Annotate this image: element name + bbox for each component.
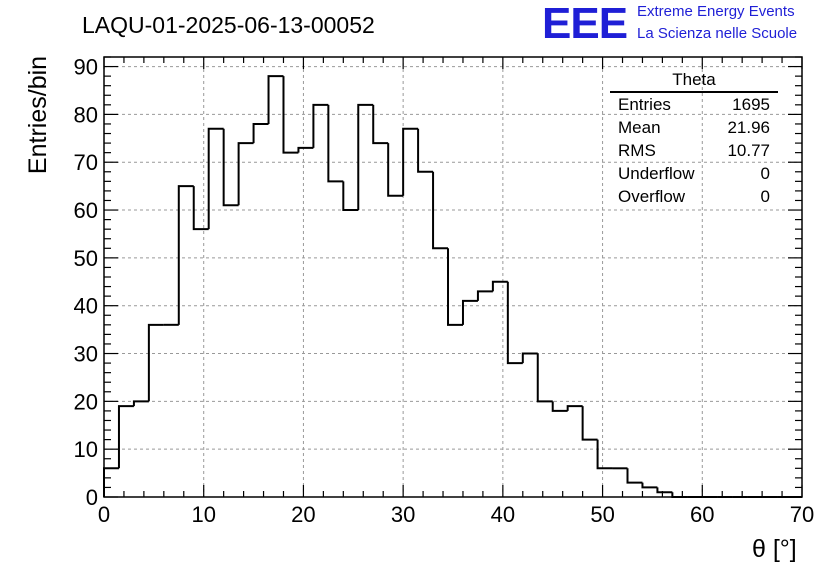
histogram-bin [432, 171, 449, 250]
y-tick-label: 0 [86, 485, 98, 510]
histogram-bin [447, 248, 463, 326]
y-tick-label: 30 [74, 342, 98, 367]
stats-title: Theta [610, 70, 778, 93]
stats-value: 10.77 [727, 141, 770, 160]
x-tick-label: 0 [98, 502, 110, 527]
stats-label: Overflow [618, 187, 686, 206]
stats-row-overflow: Overflow 0 [610, 185, 778, 208]
y-tick-label: 70 [74, 150, 98, 175]
x-axis-label: θ [°] [752, 535, 797, 563]
histogram-bin [132, 400, 149, 407]
histogram-bin [103, 467, 119, 497]
histogram-bin [147, 323, 164, 402]
stats-value: 1695 [732, 95, 770, 114]
y-tick-label: 10 [74, 437, 98, 462]
histogram-bin [207, 127, 224, 230]
histogram-bin [237, 142, 254, 206]
stats-value: 21.96 [727, 118, 770, 137]
y-tick-label: 90 [74, 55, 98, 80]
histogram-bin [551, 401, 568, 412]
histogram-bin [192, 186, 209, 231]
stats-row-rms: RMS 10.77 [610, 139, 778, 162]
x-tick-label: 30 [391, 502, 415, 527]
histogram-bin [267, 75, 284, 124]
histogram-bin [402, 127, 419, 196]
stats-label: Underflow [618, 164, 695, 183]
histogram-bin [581, 406, 598, 441]
x-tick-label: 50 [590, 502, 614, 527]
histogram-bin [282, 76, 299, 154]
histogram-bin [656, 487, 673, 494]
y-axis-label: Entries/bin [24, 55, 52, 175]
histogram-bin [312, 103, 329, 148]
logo-line-2: La Scienza nelle Scuole [637, 25, 798, 42]
y-tick-label: 60 [74, 198, 98, 223]
histogram-bin [476, 290, 493, 301]
histogram-bin [387, 143, 404, 197]
histogram-bin [177, 185, 194, 325]
histogram-bin [521, 352, 538, 364]
histogram-bin [596, 439, 613, 470]
histogram-bin [641, 482, 658, 489]
y-tick-label: 20 [74, 389, 98, 414]
histogram-bin [566, 405, 583, 411]
histogram-bin [252, 122, 269, 144]
x-tick-label: 60 [690, 502, 714, 527]
histogram-bin [417, 128, 434, 173]
histogram-bin [327, 104, 344, 183]
histogram-bin [461, 299, 478, 325]
x-tick-label: 70 [790, 502, 814, 527]
histogram-bin [536, 353, 553, 403]
y-tick-label: 50 [74, 246, 98, 271]
stats-row-mean: Mean 21.96 [610, 116, 778, 139]
x-tick-label: 20 [291, 502, 315, 527]
stats-label: Mean [618, 118, 661, 137]
stats-box: Theta Entries 1695 Mean 21.96 RMS 10.77 … [610, 70, 778, 208]
stats-row-underflow: Underflow 0 [610, 162, 778, 185]
stats-row-entries: Entries 1695 [610, 93, 778, 116]
eee-logo: EEE [542, 0, 628, 48]
histogram-bin [491, 280, 508, 292]
histogram-bin [372, 104, 389, 145]
stats-value: 0 [760, 187, 770, 206]
histogram-bin [297, 146, 314, 153]
y-tick-label: 80 [74, 102, 98, 127]
histogram-bin [357, 103, 374, 211]
histogram-bin [342, 181, 359, 212]
histogram-bin [117, 405, 134, 469]
stats-label: RMS [618, 141, 656, 160]
logo-line-1: Extreme Energy Events [637, 3, 795, 20]
stats-label: Entries [618, 95, 671, 114]
x-tick-label: 40 [491, 502, 515, 527]
chart-title: LAQU-01-2025-06-13-00052 [82, 12, 375, 38]
histogram-bin [506, 281, 523, 365]
stats-value: 0 [760, 164, 770, 183]
y-tick-label: 40 [74, 294, 98, 319]
histogram-bin [626, 468, 643, 484]
x-tick-label: 10 [191, 502, 215, 527]
histogram-bin [222, 128, 239, 207]
